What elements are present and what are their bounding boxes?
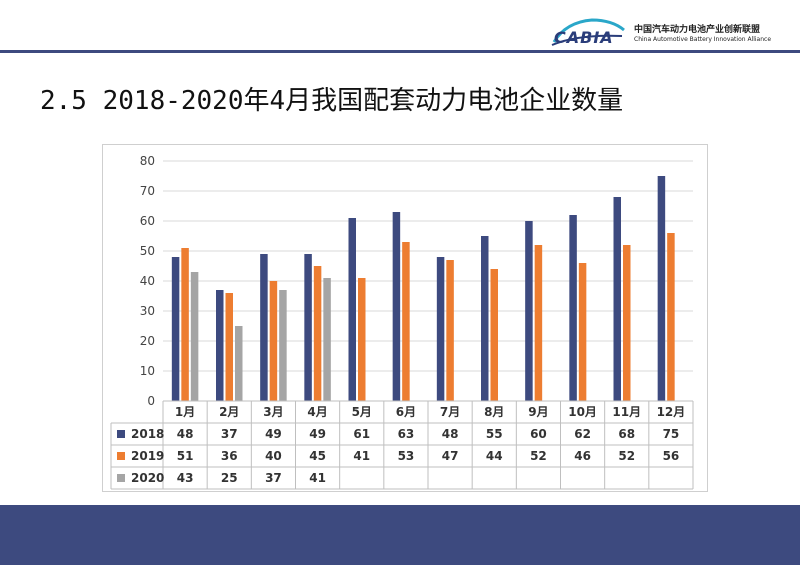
category-label: 2月: [219, 405, 239, 419]
legend-label: 2020: [131, 471, 164, 485]
legend-key: [117, 474, 125, 482]
data-label: 44: [486, 449, 503, 463]
y-tick-label: 60: [140, 214, 155, 228]
bar: [657, 176, 666, 401]
bar: [402, 242, 410, 401]
category-label: 9月: [528, 405, 548, 419]
category-label: 8月: [484, 405, 504, 419]
data-label: 47: [442, 449, 459, 463]
bar: [313, 266, 322, 401]
data-label: 61: [353, 427, 370, 441]
data-label: 63: [398, 427, 415, 441]
category-label: 4月: [307, 405, 327, 419]
y-tick-label: 10: [140, 364, 155, 378]
cabia-logo: CABIA 中国汽车动力电池产业创新联盟 China Automotive Ba…: [548, 14, 798, 48]
y-tick-label: 50: [140, 244, 155, 258]
y-tick-label: 80: [140, 154, 155, 168]
y-tick-label: 30: [140, 304, 155, 318]
category-label: 11月: [612, 405, 641, 419]
data-label: 49: [265, 427, 282, 441]
category-label: 7月: [440, 405, 460, 419]
legend-label: 2019: [131, 449, 164, 463]
data-label: 36: [221, 449, 238, 463]
data-label: 56: [663, 449, 680, 463]
bar: [667, 233, 675, 401]
bar: [225, 293, 233, 401]
category-label: 6月: [396, 405, 416, 419]
bar: [216, 290, 224, 401]
category-label: 10月: [568, 405, 597, 419]
bar: [348, 218, 356, 401]
category-label: 1月: [175, 405, 195, 419]
bar-chart: 0 10 20 30 40 50 60 70 80 1月 2月 3月 4月 5月 6月 7月 8月 9月 10月 11…: [110, 154, 694, 490]
legend-key: [117, 452, 125, 460]
y-tick-label: 70: [140, 184, 155, 198]
category-label: 3月: [263, 405, 283, 419]
data-label: 41: [309, 471, 326, 485]
category-label: 5月: [352, 405, 372, 419]
bar: [613, 197, 621, 401]
bar: [436, 257, 445, 401]
data-label: 62: [574, 427, 591, 441]
data-label: 49: [309, 427, 326, 441]
bar: [323, 278, 331, 401]
data-label: 45: [309, 449, 326, 463]
bar: [181, 248, 189, 401]
bar: [358, 278, 366, 401]
legend-key: [117, 430, 125, 438]
y-tick-label: 40: [140, 274, 155, 288]
data-label: 75: [663, 427, 680, 441]
bar: [525, 221, 533, 401]
bar: [490, 269, 498, 401]
logo-mark-text: CABIA: [554, 28, 614, 47]
data-label: 41: [353, 449, 370, 463]
bar: [190, 272, 199, 401]
data-label: 52: [618, 449, 635, 463]
bar: [578, 263, 587, 401]
bar: [260, 254, 268, 401]
footer-band: [0, 505, 800, 565]
bar: [171, 257, 180, 401]
bar: [279, 290, 287, 401]
data-label: 68: [618, 427, 635, 441]
chart-container: 0 10 20 30 40 50 60 70 80 1月 2月 3月 4月 5月 6月 7月 8月 9月 10月 11…: [102, 144, 708, 492]
bar: [235, 326, 243, 401]
bar: [269, 281, 278, 401]
y-tick-label: 20: [140, 334, 155, 348]
header-rule: [0, 50, 800, 53]
bar: [392, 212, 401, 401]
data-label: 48: [177, 427, 194, 441]
bar: [569, 215, 577, 401]
data-label: 55: [486, 427, 503, 441]
data-label: 37: [221, 427, 238, 441]
bar: [534, 245, 543, 401]
car-silhouette-icon: [551, 18, 625, 46]
page-title: 2.5 2018-2020年4月我国配套动力电池企业数量: [40, 86, 624, 116]
bar: [304, 254, 312, 401]
data-label: 40: [265, 449, 282, 463]
data-label: 52: [530, 449, 547, 463]
legend-label: 2018: [131, 427, 164, 441]
data-label: 53: [398, 449, 415, 463]
org-name-en: China Automotive Battery Innovation Alli…: [634, 36, 772, 43]
data-label: 46: [574, 449, 591, 463]
data-label: 37: [265, 471, 282, 485]
data-label: 48: [442, 427, 459, 441]
category-label: 12月: [657, 405, 686, 419]
data-label: 25: [221, 471, 238, 485]
bar: [481, 236, 489, 401]
bar: [446, 260, 454, 401]
bar: [623, 245, 631, 401]
org-name-cn: 中国汽车动力电池产业创新联盟: [634, 25, 761, 35]
data-label: 43: [177, 471, 194, 485]
y-tick-label: 0: [147, 394, 155, 408]
data-label: 60: [530, 427, 547, 441]
data-label: 51: [177, 449, 194, 463]
